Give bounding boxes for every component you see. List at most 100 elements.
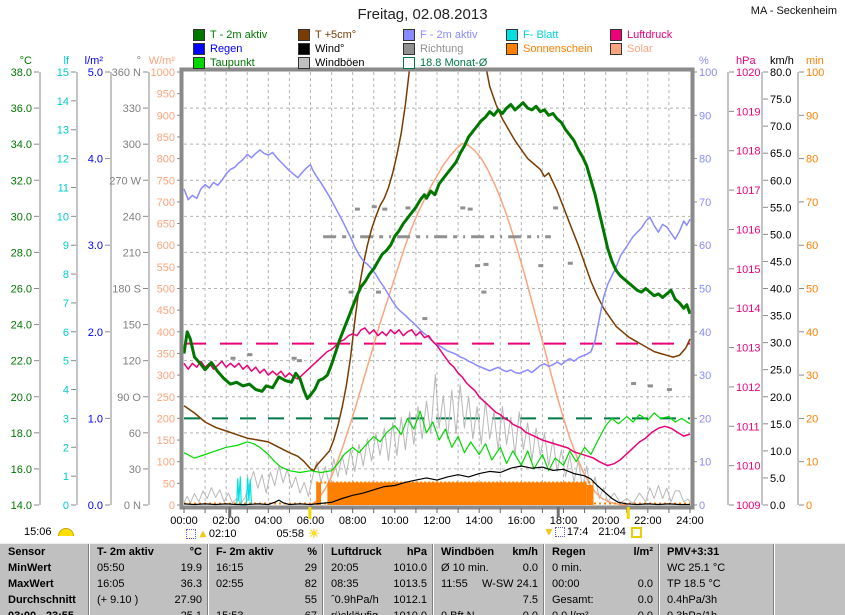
sunset-square-icon: [630, 526, 642, 538]
axis-label-kmh: 80.0: [770, 67, 791, 79]
axis-label-wm2: 400: [157, 327, 175, 339]
axis-label-lf: 4: [63, 385, 69, 397]
axis-label-min: 100: [806, 67, 824, 79]
table-cell: 7.5: [432, 592, 543, 608]
legend-item: F- Blatt: [506, 29, 558, 41]
axis-label-min: 50: [806, 284, 818, 296]
moonrise-time-label: 02:10: [208, 528, 237, 540]
table-cell: (+ 9.10 ) 27.90: [88, 592, 207, 608]
axis-unit-kmh: km/h: [770, 55, 794, 67]
axis-label-C: 16.0: [11, 464, 32, 476]
axis-label-pct: 80: [699, 154, 711, 166]
axis-label-deg: 330: [123, 103, 141, 115]
x-tick-label: 20:00: [592, 515, 620, 527]
legend-checkbox-icon[interactable]: [403, 43, 415, 55]
table-cell: 55: [207, 592, 322, 608]
x-tick-label: 00:00: [170, 515, 198, 527]
legend-checkbox-icon[interactable]: [193, 43, 205, 55]
axis-unit-rain: l/m²: [85, 55, 104, 67]
table-row: 03:00 - 23:5525.115:5367rückläufig1010.0…: [0, 608, 845, 615]
axis-label-wm2: 250: [157, 392, 175, 404]
axis-label-rain: 2.0: [88, 327, 103, 339]
axis-label-C: 22.0: [11, 356, 32, 368]
axis-label-hpa: 1019: [736, 106, 760, 118]
table-cell: Regen l/m²: [543, 544, 658, 560]
table-cell-empty: [773, 576, 845, 592]
table-cell: 20:05 1010.0: [322, 560, 432, 576]
table-cell: Windböen km/h: [432, 544, 543, 560]
axis-label-wm2: 900: [157, 110, 175, 122]
axis-label-C: 20.0: [11, 392, 32, 404]
wind-direction-dot: [422, 317, 428, 321]
axis-label-C: 36.0: [11, 103, 32, 115]
table-cell: 15:5367: [207, 608, 322, 615]
legend-checkbox-icon[interactable]: [298, 29, 310, 41]
axis-label-hpa: 1020: [736, 67, 760, 79]
axis-label-kmh: 35.0: [770, 311, 791, 323]
legend-checkbox-icon[interactable]: [193, 29, 205, 41]
axis-label-lf: 3: [63, 413, 69, 425]
axis-label-deg: 60: [129, 428, 141, 440]
axis-unit-deg: °: [137, 55, 141, 67]
legend-checkbox-icon[interactable]: [403, 29, 415, 41]
axis-label-wm2: 1000: [151, 67, 175, 79]
axis-label-wm2: 800: [157, 154, 175, 166]
legend-checkbox-icon[interactable]: [610, 43, 622, 55]
legend-checkbox-icon[interactable]: [403, 57, 415, 69]
axis-unit-min: min: [806, 55, 824, 67]
legend-checkbox-icon[interactable]: [506, 43, 518, 55]
legend-checkbox-icon[interactable]: [298, 57, 310, 69]
legend-checkbox-icon[interactable]: [610, 29, 622, 41]
x-tick-label: 06:00: [297, 515, 325, 527]
axis-label-lf: 10: [57, 211, 69, 223]
axis-label-wm2: 500: [157, 284, 175, 296]
series-f-2m: [183, 149, 691, 375]
legend-checkbox-icon[interactable]: [193, 57, 205, 69]
legend-label: 18.8 Monat-Ø: [420, 57, 488, 69]
moon-phase-time-label: 15:06: [24, 526, 52, 538]
wind-direction-dot: [631, 382, 637, 386]
axis-label-hpa: 1017: [736, 185, 760, 197]
legend-label: Luftdruck: [627, 29, 673, 41]
x-tick-label: 02:00: [212, 515, 240, 527]
series-solar: [310, 142, 628, 506]
wind-direction-dot: [666, 388, 672, 392]
axis-label-C: 38.0: [11, 67, 32, 79]
axis-label-wm2: 50: [163, 478, 175, 490]
table-cell: ˆ0.9hPa/h 1012.1: [322, 592, 432, 608]
axis-label-wm2: 150: [157, 435, 175, 447]
weather-chart: 14.016.018.020.022.024.026.028.030.032.0…: [11, 55, 825, 527]
axis-label-lf: 7: [63, 298, 69, 310]
legend-item: Taupunkt: [193, 57, 255, 69]
series-t-2m: [183, 101, 691, 401]
axis-label-min: 70: [806, 197, 818, 209]
axis-label-hpa: 1012: [736, 382, 760, 394]
axis-unit-C: °C: [20, 55, 32, 67]
axis-label-pct: 0: [699, 500, 705, 512]
series-wind: [183, 465, 690, 506]
axis-label-wm2: 950: [157, 89, 175, 101]
axis-label-pct: 40: [699, 327, 711, 339]
axis-label-min: 40: [806, 327, 818, 339]
legend-item: F - 2m aktiv: [403, 29, 477, 41]
wind-direction-dot: [475, 264, 481, 268]
wind-direction-dot: [467, 207, 473, 211]
axis-label-pct: 10: [699, 457, 711, 469]
axis-label-rain: 4.0: [88, 154, 103, 166]
legend-checkbox-icon[interactable]: [298, 43, 310, 55]
wind-direction-dot: [247, 353, 253, 357]
axis-label-wm2: 550: [157, 262, 175, 274]
axis-label-kmh: 20.0: [770, 392, 791, 404]
axis-label-deg: 360 N: [112, 67, 141, 79]
legend-checkbox-icon[interactable]: [506, 29, 518, 41]
axis-label-lf: 11: [58, 182, 69, 194]
x-tick-label: 08:00: [339, 515, 367, 527]
table-cell: 02:55 82: [207, 576, 322, 592]
page-title: Freitag, 02.08.2013: [357, 6, 488, 23]
axis-label-deg: 0 N: [124, 500, 141, 512]
axis-label-kmh: 0.0: [770, 500, 785, 512]
axis-label-hpa: 1015: [736, 264, 760, 276]
table-cell: 05:50 19.9: [88, 560, 207, 576]
axis-label-min: 30: [806, 370, 818, 382]
